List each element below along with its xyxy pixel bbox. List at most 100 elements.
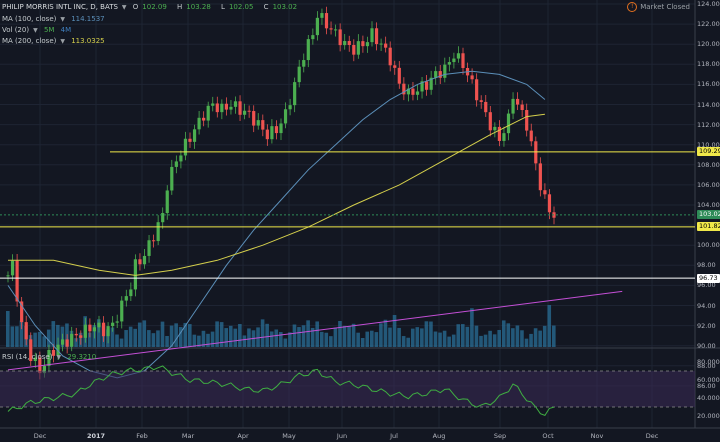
candle-body — [484, 101, 488, 113]
candle-body — [202, 117, 206, 121]
volume-bar — [338, 320, 342, 347]
candle-body — [356, 41, 360, 55]
rsi-legend[interactable]: RSI (14, close) ▼ 29.3210 — [2, 352, 100, 363]
volume-bar — [306, 320, 310, 347]
candle-body — [406, 88, 410, 95]
candle-body — [270, 126, 274, 140]
volume-bar — [488, 330, 492, 347]
volume-bar — [283, 338, 288, 347]
caret-down-icon[interactable]: ▼ — [60, 38, 65, 45]
candle-body — [65, 339, 69, 347]
volume-bar — [315, 321, 319, 347]
volume-legend[interactable]: Vol (20) ▼ 5M 4M — [2, 25, 75, 36]
candle-body — [438, 71, 442, 78]
low-value: L 102.05 — [221, 3, 254, 11]
candle-body — [174, 161, 178, 167]
candle-body — [252, 111, 256, 126]
candle-body — [520, 104, 524, 111]
volume-bar — [465, 326, 470, 347]
volume-bar — [279, 332, 283, 347]
volume-bar — [506, 323, 511, 347]
candle-body — [179, 155, 183, 162]
price-axis-label: 96.00 — [697, 281, 716, 290]
candle-body — [429, 77, 433, 90]
caret-down-icon[interactable]: ▼ — [121, 4, 127, 11]
volume-bar — [529, 333, 533, 347]
volume-bar — [342, 325, 347, 347]
rsi-axis-label: 40.0000 — [697, 394, 720, 402]
candle-body — [361, 41, 365, 47]
volume-bar — [524, 338, 529, 347]
open-value: O 102.09 — [132, 3, 167, 11]
horizontal-line-tag: 101.82 — [697, 222, 720, 232]
volume-bar — [197, 335, 201, 347]
candle-body — [20, 301, 24, 323]
candle-body — [247, 110, 251, 112]
time-axis-label: Dec — [33, 432, 47, 440]
candle-body — [293, 82, 297, 106]
candle-body — [347, 41, 351, 46]
candle-body — [297, 66, 301, 83]
candle-body — [129, 289, 133, 297]
candle-body — [10, 260, 15, 276]
candle-body — [365, 42, 370, 47]
last-price-tag: 103.02 — [697, 210, 720, 220]
candle-body — [51, 349, 56, 356]
caret-down-icon[interactable]: ▼ — [56, 354, 62, 361]
candle-body — [15, 260, 19, 302]
candle-body — [456, 53, 461, 59]
candle-body — [502, 133, 506, 141]
price-axis-label: 86.00 — [697, 381, 716, 390]
candle-body — [288, 105, 292, 110]
volume-bar — [128, 326, 133, 347]
caret-down-icon[interactable]: ▼ — [60, 16, 65, 23]
candle-body — [29, 339, 33, 362]
price-axis-label: 114.00 — [697, 100, 720, 109]
volume-bar — [6, 311, 10, 347]
symbol-title[interactable]: PHILIP MORRIS INTL INC, D, BATS — [2, 3, 118, 11]
volume-bar — [87, 332, 92, 347]
volume-bar — [260, 319, 265, 347]
volume-bar — [97, 319, 101, 347]
candle-body — [161, 213, 165, 223]
volume-value-1: 5M — [43, 26, 55, 34]
volume-bar — [219, 322, 224, 347]
volume-label: Vol (20) — [2, 26, 30, 34]
volume-bar — [201, 330, 206, 347]
volume-bar — [210, 331, 215, 347]
volume-bar — [365, 331, 370, 347]
rsi-line — [7, 365, 555, 417]
candle-body — [302, 60, 306, 67]
candle-body — [543, 190, 547, 195]
candle-body — [156, 222, 160, 242]
candle-body — [547, 194, 552, 213]
candle-body — [379, 43, 383, 45]
volume-bar — [324, 332, 329, 347]
price-axis-label: 108.00 — [697, 160, 720, 169]
volume-bar — [370, 330, 374, 347]
price-axis-label: 124.00 — [697, 0, 720, 8]
ma200-legend[interactable]: MA (200, close) ▼ 113.0325 — [2, 36, 109, 47]
time-axis-label: Jun — [336, 432, 348, 440]
candle-body — [415, 91, 420, 95]
price-axis-label: 122.00 — [697, 20, 720, 29]
caret-down-icon[interactable]: ▼ — [33, 27, 38, 34]
candle-body — [92, 327, 97, 332]
price-axis-label: 112.00 — [697, 120, 720, 129]
horizontal-line-tag: 96.73 — [697, 273, 720, 283]
candle-body — [88, 324, 92, 332]
candle-body — [115, 321, 119, 323]
volume-bar — [520, 330, 524, 347]
volume-bar — [228, 325, 233, 347]
volume-bar — [188, 324, 192, 347]
price-axis-label: 94.00 — [697, 301, 716, 310]
candle-body — [229, 106, 233, 110]
volume-bar — [206, 333, 210, 347]
volume-bar — [160, 321, 165, 347]
high-value: H 103.28 — [177, 3, 211, 11]
ma100-legend[interactable]: MA (100, close) ▼ 114.1537 — [2, 14, 109, 25]
candle-body — [233, 101, 238, 107]
volume-bar — [142, 320, 147, 347]
candle-body — [101, 322, 106, 337]
